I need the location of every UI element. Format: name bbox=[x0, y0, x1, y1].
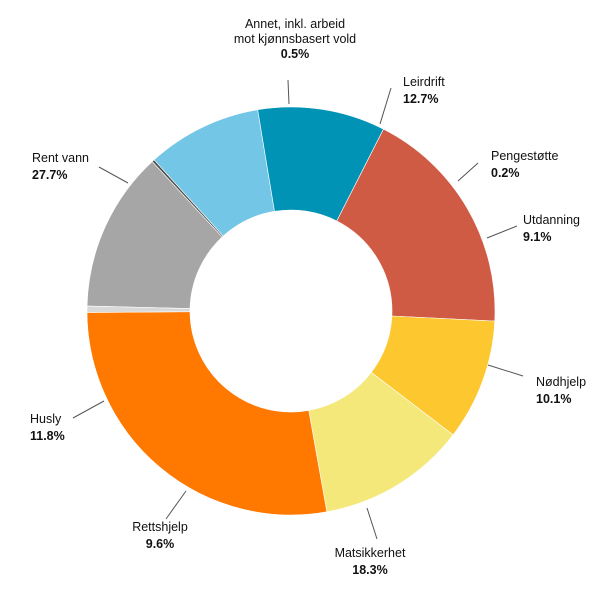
leader-lines-group bbox=[72, 79, 524, 540]
slice-value-pengestotte: 0.2% bbox=[491, 166, 520, 180]
leader-line-rent-vann bbox=[98, 166, 129, 184]
slice-label-rent-vann: Rent vann bbox=[32, 151, 89, 165]
slice-label-utdanning: Utdanning bbox=[523, 213, 580, 227]
leader-line-rettshjelp bbox=[165, 490, 187, 520]
slice-label-annet-inkl-arbeid-mot-kjonnsbasert-vold-line-2: mot kjønnsbasert vold bbox=[234, 32, 356, 46]
slice-label-husly: Husly bbox=[30, 412, 62, 426]
slice-value-rettshjelp: 9.6% bbox=[146, 537, 175, 551]
leader-line-nodhjelp bbox=[487, 364, 524, 377]
slice-value-matsikkerhet: 18.3% bbox=[352, 563, 387, 577]
slice-label-rettshjelp: Rettshjelp bbox=[132, 520, 188, 534]
slice-matsikkerhet bbox=[336, 128, 496, 322]
slice-annet-inkl-arbeid-mot-kjonnsbasert-vold bbox=[86, 305, 191, 313]
slice-label-leirdrift: Leirdrift bbox=[403, 75, 445, 89]
slice-label-pengestotte: Pengestøtte bbox=[491, 149, 558, 163]
slice-value-rent-vann: 27.7% bbox=[32, 168, 67, 182]
slices-group bbox=[86, 106, 496, 516]
leader-line-leirdrift bbox=[379, 87, 392, 125]
slice-value-nodhjelp: 10.1% bbox=[536, 392, 571, 406]
labels-group: Leirdrift 12.7% Pengestøtte 0.2% Utdanning 9.… bbox=[30, 17, 586, 577]
slice-value-utdanning: 9.1% bbox=[523, 230, 552, 244]
leader-line-matsikkerhet bbox=[366, 507, 378, 540]
leader-line-annet-inkl-arbeid-mot-kjonnsbasert-vold bbox=[287, 79, 290, 105]
slice-rent-vann bbox=[86, 311, 328, 516]
slice-value-husly: 11.8% bbox=[30, 429, 65, 443]
leader-line-utdanning bbox=[486, 225, 518, 239]
leader-line-pengestotte bbox=[457, 162, 479, 182]
slice-label-matsikkerhet: Matsikkerhet bbox=[335, 546, 406, 560]
leader-line-husly bbox=[72, 400, 105, 419]
slice-value-annet-inkl-arbeid-mot-kjonnsbasert-vold: 0.5% bbox=[281, 47, 310, 61]
slice-label-annet-inkl-arbeid-mot-kjonnsbasert-vold-line-1: Annet, inkl. arbeid bbox=[245, 17, 345, 31]
slice-label-nodhjelp: Nødhjelp bbox=[536, 375, 586, 389]
slice-value-leirdrift: 12.7% bbox=[403, 92, 438, 106]
